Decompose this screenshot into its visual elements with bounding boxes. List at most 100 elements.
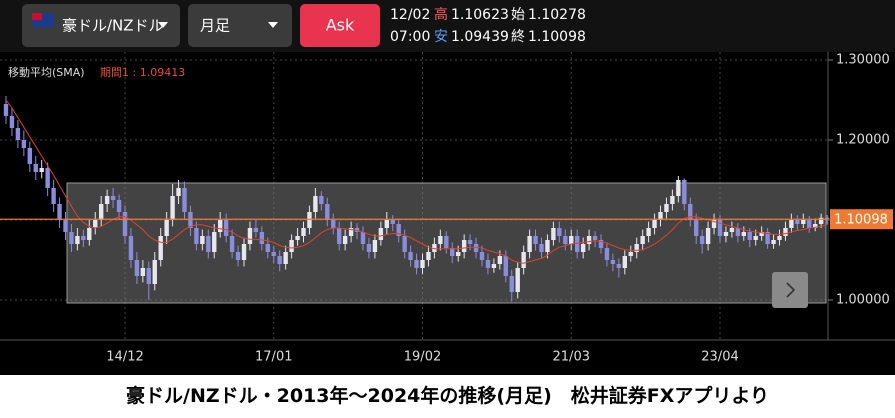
- candle-body: [366, 244, 372, 252]
- candle-body: [140, 268, 146, 276]
- scroll-arrow: [786, 282, 796, 298]
- y-tick-label: 1.30000: [836, 53, 890, 68]
- candle-body: [283, 252, 288, 264]
- open-label: 始: [511, 7, 525, 23]
- candle-body: [128, 236, 134, 260]
- close-value: 1.10098: [528, 29, 586, 45]
- quote-date: 12/02: [390, 7, 430, 23]
- candle-body: [759, 232, 764, 236]
- candle-body: [194, 228, 199, 244]
- high-value: 1.10623: [451, 7, 509, 23]
- candle-body: [438, 236, 443, 244]
- candle-body: [164, 220, 169, 236]
- low-label: 安: [434, 29, 448, 45]
- candle-body: [15, 128, 21, 140]
- candle-body: [378, 228, 384, 240]
- candle-body: [545, 240, 550, 252]
- candle-body: [27, 148, 32, 164]
- candle-body: [575, 236, 580, 252]
- candle-body: [807, 220, 812, 228]
- candle-body: [777, 236, 782, 240]
- candle-body: [218, 220, 223, 232]
- candle-body: [479, 252, 485, 260]
- candle-body: [569, 236, 574, 244]
- candle-body: [289, 240, 294, 252]
- candle-body: [265, 244, 270, 252]
- candle-body: [747, 232, 752, 240]
- candle-body: [735, 228, 741, 236]
- candle-body: [485, 260, 491, 268]
- candle-body: [563, 236, 568, 244]
- quote-time: 07:00: [390, 29, 430, 45]
- candle-body: [646, 228, 651, 236]
- candle-body: [360, 232, 366, 244]
- x-tick-label: 23/04: [701, 350, 738, 365]
- candle-body: [711, 220, 717, 228]
- candle-body: [235, 252, 241, 260]
- candle-body: [396, 224, 401, 236]
- candle-body: [277, 256, 282, 264]
- indicator-label: 移動平均(SMA): [8, 65, 85, 79]
- candle-body: [628, 252, 633, 256]
- candle-body: [63, 220, 68, 232]
- candle-body: [212, 232, 217, 252]
- candle-body: [688, 204, 693, 220]
- candle-body: [301, 228, 306, 236]
- candle-body: [229, 236, 235, 252]
- candle-body: [604, 248, 610, 260]
- candle-body: [539, 244, 544, 252]
- candle-body: [372, 240, 378, 252]
- candle-body: [467, 240, 473, 244]
- ask-button[interactable]: [300, 4, 380, 47]
- x-tick-label: 17/01: [255, 350, 292, 365]
- timeframe-dropdown[interactable]: [188, 4, 292, 47]
- candle-body: [319, 196, 324, 204]
- pair-dropdown[interactable]: [22, 4, 180, 47]
- candle-body: [384, 220, 389, 228]
- candle-body: [116, 200, 122, 212]
- candle-body: [789, 220, 794, 228]
- candle-body: [206, 236, 211, 252]
- candle-body: [533, 236, 538, 244]
- candle-body: [337, 228, 342, 244]
- last-price-tag: [830, 209, 893, 230]
- candle-body: [176, 188, 181, 196]
- candle-body: [110, 196, 116, 200]
- candle-body: [33, 164, 38, 172]
- candle-body: [664, 204, 669, 212]
- candle-body: [723, 232, 729, 236]
- scroll-button[interactable]: [772, 272, 808, 308]
- candle-body: [717, 220, 723, 236]
- open-value: 1.10278: [528, 7, 586, 23]
- candle-body: [592, 236, 598, 240]
- candle-body: [414, 260, 419, 268]
- candle-body: [104, 196, 110, 204]
- candle-body: [295, 236, 300, 240]
- candle-body: [200, 236, 205, 244]
- candle-body: [152, 260, 157, 284]
- last-price-label: 1.10098: [834, 213, 888, 228]
- candle-body: [586, 236, 592, 244]
- candle-body: [616, 264, 622, 268]
- candle-body: [57, 204, 62, 220]
- candle-body: [348, 228, 354, 236]
- timeframe-label: 月足: [200, 17, 230, 35]
- candle-body: [682, 180, 687, 204]
- candle-body: [771, 240, 776, 244]
- ask-label: Ask: [326, 16, 355, 35]
- candle-body: [795, 220, 800, 224]
- candle-body: [640, 236, 645, 244]
- low-value: 1.09439: [451, 29, 509, 45]
- candle-body: [580, 244, 586, 252]
- candle-body: [420, 260, 425, 268]
- candle-body: [729, 228, 735, 232]
- candle-body: [93, 220, 98, 228]
- candle-body: [652, 220, 657, 228]
- candle-body: [461, 240, 467, 252]
- candle-body: [783, 228, 788, 236]
- candle-body: [307, 212, 312, 228]
- candle-body: [408, 252, 413, 260]
- candle-body: [247, 228, 253, 244]
- candle-body: [456, 252, 461, 256]
